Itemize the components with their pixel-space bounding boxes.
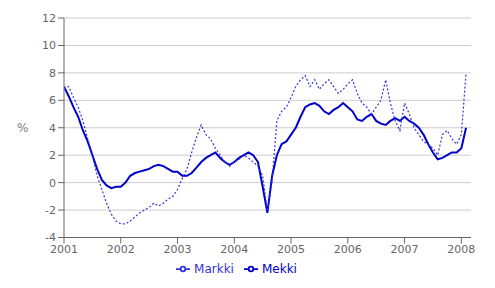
svg-text:2006: 2006 bbox=[334, 243, 362, 256]
svg-text:2003: 2003 bbox=[164, 243, 192, 256]
html-text:Markki: Markki bbox=[194, 261, 234, 276]
svg-text:2005: 2005 bbox=[277, 243, 305, 256]
svg-text:2: 2 bbox=[49, 149, 56, 162]
svg-text:-2: -2 bbox=[45, 204, 56, 217]
svg-text:2001: 2001 bbox=[50, 243, 78, 256]
svg-text:2008: 2008 bbox=[447, 243, 475, 256]
svg-text:4: 4 bbox=[49, 122, 56, 135]
svg-text:2002: 2002 bbox=[107, 243, 135, 256]
svg-text:-4: -4 bbox=[45, 231, 56, 244]
svg-text:6: 6 bbox=[49, 94, 56, 107]
svg-text:2007: 2007 bbox=[391, 243, 419, 256]
svg-text:%: % bbox=[17, 121, 28, 135]
svg-text:2004: 2004 bbox=[220, 243, 248, 256]
svg-text:8: 8 bbox=[49, 67, 56, 80]
svg-text:12: 12 bbox=[42, 12, 56, 25]
svg-text:0: 0 bbox=[49, 177, 56, 190]
html-text:Mekki: Mekki bbox=[262, 261, 297, 276]
svg-text:10: 10 bbox=[42, 39, 56, 52]
